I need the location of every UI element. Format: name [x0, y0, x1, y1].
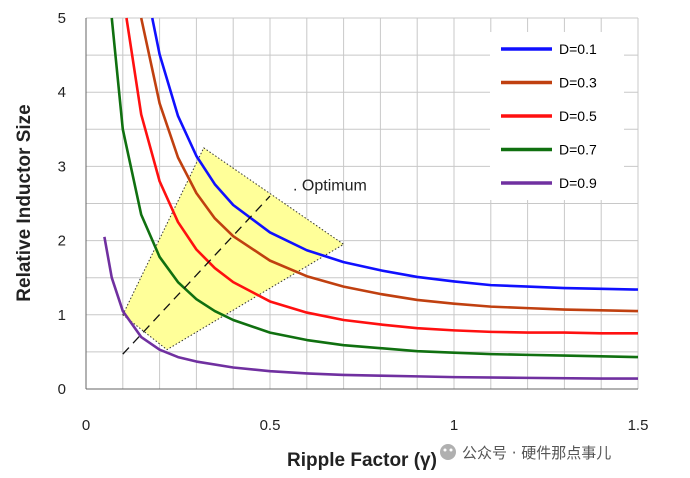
legend-label: D=0.7	[559, 142, 597, 158]
optimum-region	[122, 147, 345, 351]
wechat-icon-eye-right	[449, 448, 453, 452]
wechat-icon-eye-left	[443, 448, 447, 452]
optimum-line	[122, 195, 271, 355]
tick-labels: 0 0.5 1 1.5 0 1 2 3 4 5	[58, 10, 649, 434]
y-tick-label: 1	[58, 307, 66, 324]
x-axis-label: Ripple Factor (γ)	[287, 450, 437, 471]
optimum-annotation: . Optimum	[293, 178, 367, 195]
y-tick-label: 5	[58, 10, 66, 27]
y-tick-label: 2	[58, 233, 66, 250]
series-line-d-0-9	[103, 236, 638, 380]
y-axis-label: Relative Inductor Size	[14, 104, 35, 301]
series-line-d-0-1	[150, 17, 639, 291]
legend-label: D=0.3	[559, 75, 597, 91]
y-tick-label: 3	[58, 158, 66, 175]
y-tick-label: 0	[58, 381, 66, 398]
watermark: 公众号 · 硬件那点事儿	[440, 444, 611, 462]
watermark-text: 公众号 · 硬件那点事儿	[462, 444, 611, 462]
x-tick-label: 0.5	[260, 417, 281, 434]
axes	[85, 18, 638, 390]
x-tick-label: 0	[82, 417, 90, 434]
series-line-d-0-3	[139, 17, 639, 313]
x-tick-label: 1	[450, 417, 458, 434]
series-line-d-0-5	[125, 17, 638, 335]
legend-label: D=0.9	[559, 175, 597, 191]
legend-label: D=0.5	[559, 108, 597, 124]
series-group	[103, 17, 639, 380]
legend-label: D=0.1	[559, 41, 597, 57]
x-tick-label: 1.5	[628, 417, 649, 434]
optimum-region-fill	[122, 147, 345, 351]
legend: D=0.1 D=0.3 D=0.5 D=0.7 D=0.9	[490, 32, 624, 200]
y-tick-label: 4	[58, 84, 66, 101]
wechat-icon	[440, 444, 456, 460]
series-line-d-0-7	[110, 17, 639, 359]
